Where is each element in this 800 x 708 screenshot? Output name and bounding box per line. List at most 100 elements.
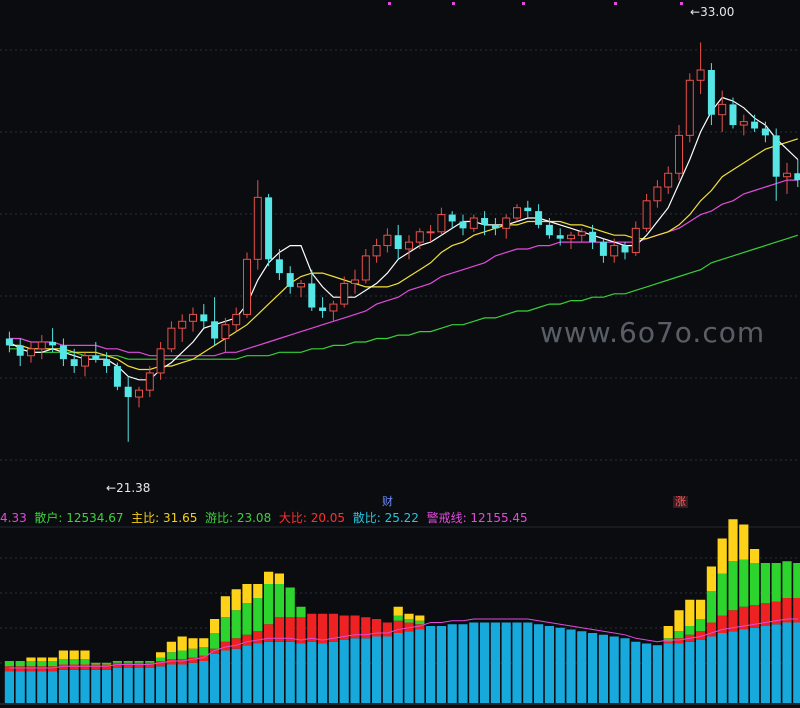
stack-large-bar [220, 641, 230, 651]
candle-body-up [361, 255, 370, 281]
stack-large-bar [296, 617, 306, 644]
candle-body-down [707, 69, 715, 115]
stack-retail-bar [480, 622, 490, 703]
stack-retail-bar [188, 662, 198, 703]
candle-body-down [59, 345, 67, 360]
candle-body-down [5, 338, 13, 346]
stack-retail-bar [706, 636, 716, 703]
stack-large-bar [231, 638, 241, 649]
candle-body-up [221, 324, 230, 340]
stack-retail-bar [37, 671, 47, 703]
candle-body-up [27, 348, 35, 357]
stack-hot-bar [199, 647, 209, 656]
candle-body-up [437, 214, 446, 233]
candle-body-down [589, 231, 597, 243]
stack-hot-bar [793, 563, 800, 598]
candle-body-up [675, 134, 683, 174]
stack-large-bar [37, 666, 47, 672]
stack-hot-bar [393, 615, 403, 621]
stack-hot-bar [112, 661, 122, 663]
candle-body-down [394, 235, 402, 249]
stack-main-bar [253, 584, 263, 598]
legend-item-alert-line: 警戒线: 12155.45 [426, 511, 528, 525]
stack-large-bar [415, 624, 425, 630]
stack-retail-bar [609, 636, 619, 703]
stack-large-bar [717, 615, 727, 633]
alert-line [9, 618, 798, 669]
stack-large-bar [739, 606, 749, 630]
candle-body-up [567, 234, 575, 240]
stack-main-bar [393, 606, 403, 616]
stack-hot-bar [69, 659, 79, 665]
stack-retail-bar [220, 650, 230, 703]
candle-body-down [535, 211, 543, 225]
stack-hot-bar [123, 661, 133, 663]
stack-hot-bar [102, 662, 112, 665]
candle-body-down [545, 224, 553, 236]
event-marker-limit-up[interactable]: 涨 [673, 495, 688, 508]
stack-retail-bar [382, 636, 392, 703]
stack-large-bar [771, 601, 781, 625]
stack-retail-bar [555, 627, 565, 703]
stack-retail-bar [404, 631, 414, 703]
stack-hot-bar [166, 652, 176, 660]
candle-body-down [211, 321, 219, 339]
stack-retail-bar [58, 669, 68, 703]
stack-main-bar [242, 584, 252, 604]
candle-body-up [664, 172, 673, 188]
stack-hot-bar [760, 563, 770, 604]
arrow-left-icon: ← [690, 5, 701, 19]
stack-retail-bar [361, 638, 371, 703]
arrow-left-icon: ← [106, 481, 117, 495]
candle-body-up [718, 103, 727, 116]
stack-retail-bar [490, 622, 500, 703]
candle-body-up [415, 231, 424, 243]
top-marker-dot [614, 2, 617, 5]
candle-body-up [426, 231, 435, 234]
stack-hot-bar [696, 619, 706, 632]
stack-retail-bar [91, 669, 101, 703]
stack-retail-bar [652, 645, 662, 703]
candle-body-down [599, 242, 607, 256]
stack-retail-bar [588, 633, 598, 703]
stack-hot-bar [231, 610, 241, 639]
candle-body-up [81, 355, 89, 367]
stack-retail-bar [199, 661, 209, 703]
stack-large-bar [274, 617, 284, 642]
stack-main-bar [750, 549, 760, 563]
stack-retail-bar [577, 631, 587, 703]
stack-hot-bar [739, 559, 749, 607]
event-marker-finance[interactable]: 财 [382, 495, 393, 508]
stack-hot-bar [674, 631, 684, 639]
stack-retail-bar [415, 629, 425, 703]
candle-body-down [448, 214, 456, 222]
stack-hot-bar [188, 648, 198, 658]
stack-hot-bar [48, 661, 58, 667]
stack-retail-bar [642, 643, 652, 703]
stack-retail-bar [134, 668, 144, 703]
stack-large-bar [4, 666, 14, 672]
stack-retail-bar [663, 643, 673, 703]
stack-retail-bar [372, 636, 382, 703]
stack-hot-bar [285, 587, 295, 618]
stack-hot-bar [264, 584, 274, 625]
stack-retail-bar [631, 641, 641, 703]
stack-retail-bar [534, 624, 544, 703]
stack-large-bar [188, 657, 198, 663]
candle-body-up [696, 69, 705, 81]
stack-hot-bar [210, 633, 220, 649]
stack-retail-bar [339, 640, 349, 703]
stack-retail-bar [123, 668, 133, 703]
candle-body-down [481, 218, 489, 225]
stack-main-bar [48, 657, 58, 661]
stack-large-bar [15, 666, 25, 672]
stack-large-bar [782, 598, 792, 623]
stack-large-bar [112, 662, 122, 668]
legend-item-partial: 4.33 [0, 511, 27, 525]
candle-body-up [383, 234, 392, 247]
top-marker-dot [388, 2, 391, 5]
stack-retail-bar [620, 638, 630, 703]
candle-body-up [642, 200, 651, 229]
stack-main-bar [156, 652, 166, 658]
